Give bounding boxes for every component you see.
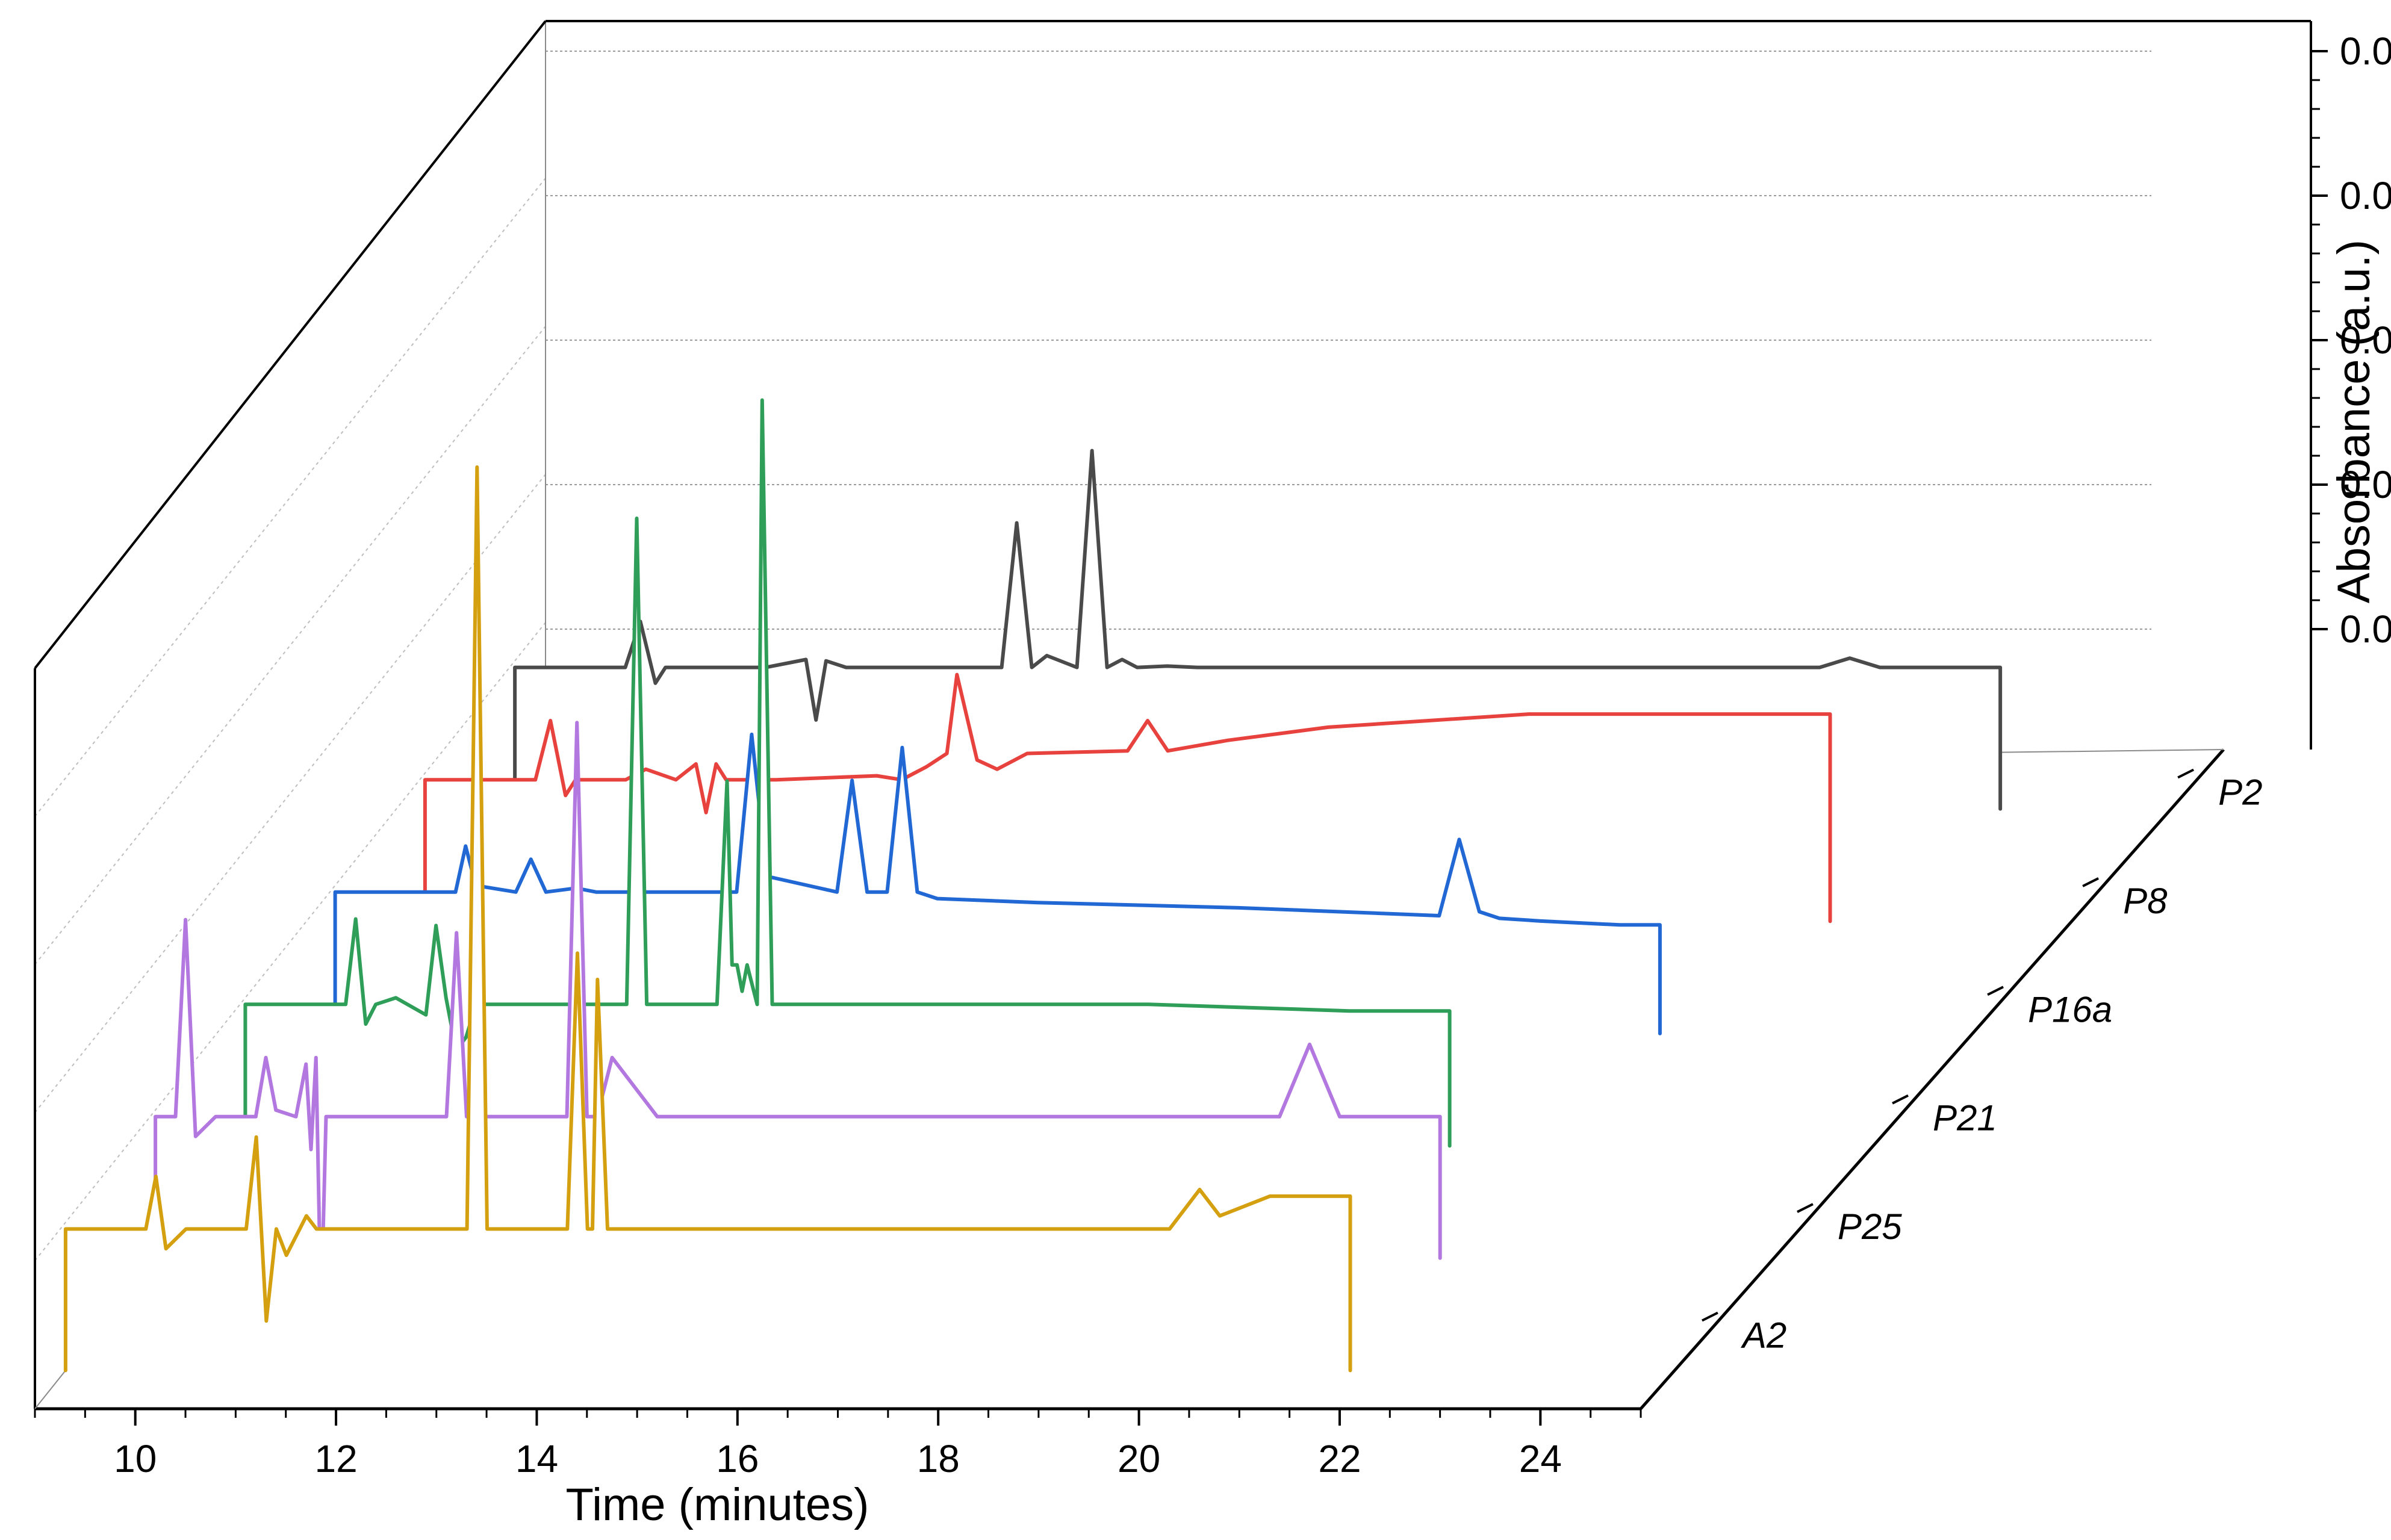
series-line-P25 [154,721,1442,1316]
x-tick-label-3: 16 [716,1437,759,1480]
series-fill-P16a [335,734,1660,1034]
frame-line-3 [34,20,547,669]
series-line-P2 [513,449,2003,811]
z-tick-4 [1797,1203,1814,1213]
x-tick-label-7: 24 [1519,1437,1562,1480]
series-line-P16a [333,732,1662,1035]
series-label-P16a: P16a [2028,989,2112,1029]
x-tick-label-5: 20 [1118,1437,1160,1480]
series-layer [63,398,2003,1373]
series-line-P8 [423,672,1832,924]
x-tick-label-4: 18 [917,1437,960,1480]
z-tick-0 [2177,768,2195,779]
x-axis-title: Time (minutes) [566,1479,869,1530]
series-label-A2: A2 [1741,1315,1786,1356]
y-tick-label-2: 0.0022 [2340,318,2391,362]
z-tick-3 [1892,1094,1909,1105]
series-label-P8: P8 [2123,881,2168,921]
series-fill-A2 [65,467,1351,1371]
y-tick-label-1: 0.0011 [2340,463,2391,506]
side-gridline-1 [34,178,546,817]
x-tick-label-2: 14 [515,1437,558,1480]
y-axis: 0.0000 0.0011 0.0022 0.0033 0.0044 [2310,21,2391,750]
x-tick-label-0: 10 [114,1437,157,1480]
series-fill-P21 [245,400,1450,1146]
series-label-P21: P21 [1933,1098,1997,1138]
series-fill-P8 [424,674,1830,922]
x-tick-label-1: 12 [314,1437,357,1480]
z-tick-2 [1987,986,2004,996]
frame-line-5 [1640,748,2225,1410]
y-tick-label-0: 0.0000 [2340,607,2391,651]
z-tick-5 [1701,1311,1718,1322]
x-tick-label-6: 22 [1318,1437,1361,1480]
series-label-P2: P2 [2218,772,2262,813]
series-label-P25: P25 [1838,1206,1902,1247]
series-line-P21 [243,398,1452,1148]
z-axis: P2 P8 P16a P21 P25 A2 [1701,768,2263,1356]
y-axis-title: Absorbance (a.u.) [2328,240,2380,603]
x-axis: 10 12 14 16 18 20 22 24 [34,1409,1642,1480]
y-tick-label-3: 0.0033 [2340,174,2391,217]
z-tick-1 [2082,877,2099,887]
y-tick-label-4: 0.0044 [2340,29,2391,73]
series-line-A2 [63,465,1352,1373]
